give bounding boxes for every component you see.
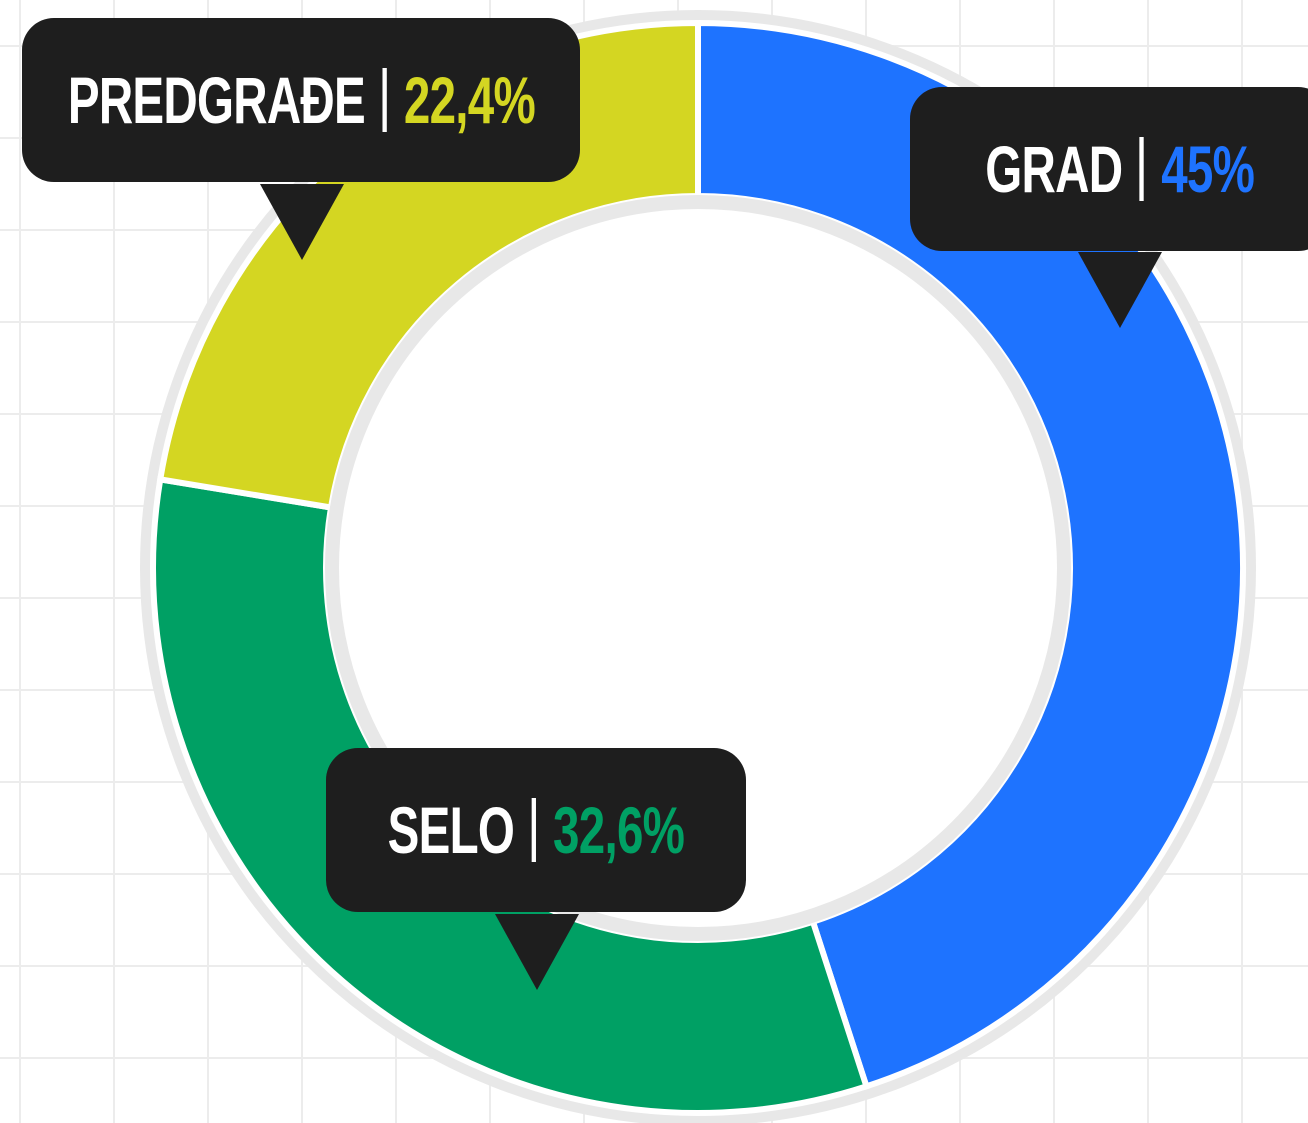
category-label: SELO bbox=[387, 793, 515, 867]
outer-ring bbox=[140, 10, 1256, 1123]
label-pointer bbox=[1078, 252, 1162, 328]
label-box: SELO 32,6% bbox=[326, 748, 746, 912]
separator bbox=[381, 68, 387, 132]
value-label: 32,6% bbox=[553, 793, 685, 867]
label-box: PREDGRAĐE 22,4% bbox=[22, 18, 580, 182]
label-pointer bbox=[495, 914, 579, 990]
category-label: GRAD bbox=[985, 132, 1124, 206]
value-label: 45% bbox=[1161, 132, 1255, 206]
label-content: SELO 32,6% bbox=[388, 792, 685, 868]
separator bbox=[531, 798, 536, 862]
separator bbox=[1139, 137, 1145, 201]
label-pointer bbox=[260, 184, 344, 260]
label-box: GRAD 45% bbox=[910, 87, 1308, 251]
value-label: 22,4% bbox=[403, 63, 535, 137]
label-content: PREDGRAĐE 22,4% bbox=[67, 62, 535, 138]
category-label: PREDGRAĐE bbox=[67, 63, 365, 137]
label-content: GRAD 45% bbox=[985, 131, 1256, 207]
